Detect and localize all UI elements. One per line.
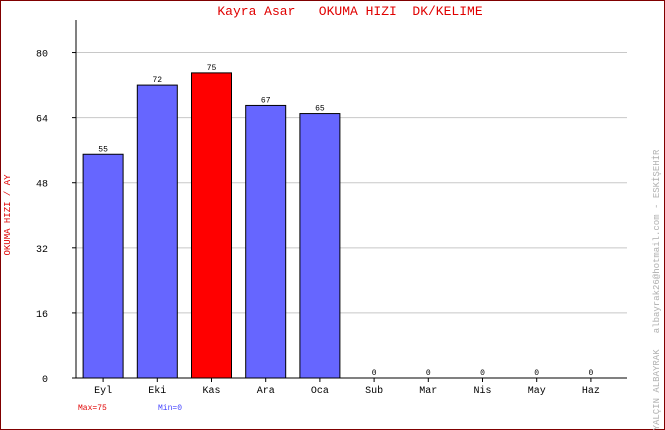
value-label: 0	[588, 369, 593, 378]
x-tick-label: Nis	[473, 385, 491, 397]
value-label: 55	[98, 145, 108, 154]
x-tick-label: Oca	[311, 386, 329, 397]
value-label: 0	[534, 369, 539, 378]
value-label: 65	[315, 105, 325, 114]
x-tick-label: Sub	[365, 385, 383, 397]
y-tick-label: 48	[36, 180, 48, 191]
x-tick-label: Haz	[582, 386, 600, 397]
x-tick-label: May	[528, 386, 546, 397]
y-tick-label: 64	[36, 115, 48, 126]
x-tick-label: Eki	[148, 385, 166, 397]
bar	[299, 113, 341, 379]
y-tick-label: 32	[36, 245, 48, 256]
x-tick-label: Mar	[419, 386, 437, 397]
y-tick-label: 80	[36, 50, 48, 61]
bar	[245, 104, 287, 379]
value-label: 72	[152, 76, 162, 85]
bar	[82, 153, 124, 379]
value-label: 75	[207, 64, 217, 73]
value-label: 67	[261, 96, 271, 105]
bar	[136, 84, 178, 379]
value-label: 0	[372, 369, 377, 378]
min-note: Min=0	[158, 404, 182, 413]
side-note: YALÇIN ALBAYRAK albayrak26@hotmail.com -…	[651, 149, 662, 430]
chart-title: Kayra Asar OKUMA HIZI DK/KELIME	[217, 4, 482, 19]
value-label: 0	[480, 369, 485, 378]
value-label: 0	[426, 369, 431, 378]
x-tick-label: Kas	[202, 386, 220, 397]
bar	[191, 72, 232, 379]
y-tick-label: 0	[42, 375, 48, 386]
y-axis-label: OKUMA HIZI / AY	[3, 174, 13, 256]
max-note: Max=75	[78, 404, 107, 413]
x-tick-label: Ara	[257, 386, 275, 397]
x-tick-label: Eyl	[94, 385, 112, 397]
y-tick-label: 16	[36, 310, 48, 321]
